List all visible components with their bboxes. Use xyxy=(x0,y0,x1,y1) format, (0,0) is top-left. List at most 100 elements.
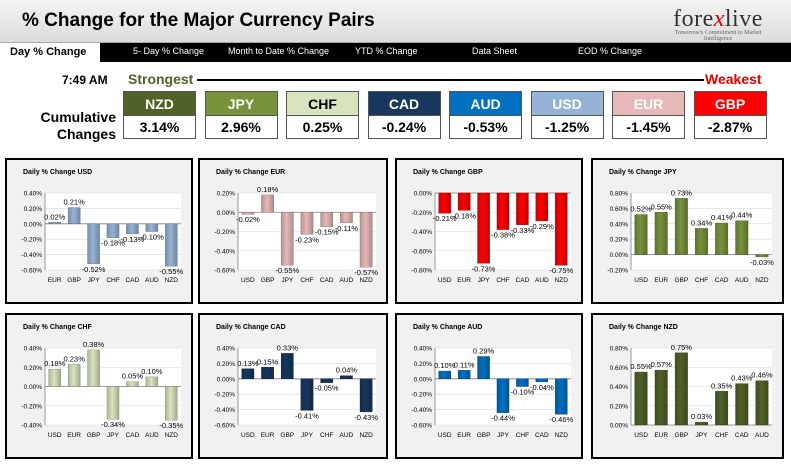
bar xyxy=(496,378,510,413)
tab-month-to-date-change[interactable]: Month to Date % Change xyxy=(228,46,330,56)
data-label: -0.55% xyxy=(159,267,183,276)
x-tick-label: GBP xyxy=(280,432,294,439)
data-label: 0.57% xyxy=(651,360,673,369)
y-tick-label: -0.60% xyxy=(411,423,432,430)
x-tick-label: JPY xyxy=(478,277,491,284)
bar xyxy=(340,375,353,380)
currency-box-eur: EUR -1.45% xyxy=(612,91,685,139)
bar xyxy=(555,378,568,415)
x-tick-label: GBP xyxy=(261,277,275,284)
y-tick-label: 0.40% xyxy=(217,346,236,353)
data-label: -0.05% xyxy=(315,384,339,393)
tab-ytd-change[interactable]: YTD % Change xyxy=(355,46,418,56)
data-label: -0.18% xyxy=(101,239,125,248)
bar xyxy=(165,223,178,267)
data-label: -0.46% xyxy=(549,415,573,424)
tab-day-change[interactable]: Day % Change xyxy=(0,43,100,62)
bar xyxy=(535,378,549,383)
x-tick-label: CAD xyxy=(535,432,549,439)
data-label: 0.35% xyxy=(711,381,733,390)
bar xyxy=(145,223,159,232)
cumulative-label-line2: Changes xyxy=(56,126,116,142)
x-tick-label: GBP xyxy=(477,432,491,439)
weakest-label: Weakest xyxy=(705,71,762,87)
x-tick-label: NZD xyxy=(555,277,569,284)
chart-panel-eur: Daily % Change EUR 0.20% 0.00% -0.20% -0.40%… xyxy=(198,158,388,304)
y-tick-label: -0.60% xyxy=(21,268,42,275)
y-tick-label: -0.20% xyxy=(21,237,42,244)
title-bar: % Change for the Major Currency Pairs fo… xyxy=(0,0,791,43)
data-label: -0.43% xyxy=(354,413,378,422)
bar xyxy=(457,370,471,380)
y-tick-label: -0.20% xyxy=(214,392,235,399)
currency-code: CHF xyxy=(286,91,359,116)
chart-panel-chf: Daily % Change CHF 0.40% 0.20% 0.00% -0.20% -… xyxy=(5,313,193,459)
y-tick-label: 0.00% xyxy=(610,252,629,259)
data-label: -0.23% xyxy=(295,235,319,244)
chart-title: Daily % Change GBP xyxy=(413,169,483,176)
x-tick-label: AUD xyxy=(735,277,749,284)
data-label: -0.21% xyxy=(433,214,457,223)
tab-5-day-change[interactable]: 5- Day % Change xyxy=(133,46,205,56)
y-tick-label: -0.20% xyxy=(411,392,432,399)
y-tick-label: -0.20% xyxy=(21,403,42,410)
x-tick-label: AUD xyxy=(755,432,769,439)
x-tick-label: CHF xyxy=(496,277,509,284)
x-tick-label: GBP xyxy=(674,277,688,284)
chart-eur: 0.20% 0.00% -0.20% -0.40% -0.60% -0.02% USD 0.1… xyxy=(214,185,378,284)
bar xyxy=(300,378,314,411)
tab-eod-change[interactable]: EOD % Change xyxy=(578,46,643,56)
chart-title: Daily % Change CHF xyxy=(23,324,92,331)
data-label: -0.10% xyxy=(140,233,164,242)
bar xyxy=(106,386,120,420)
currency-cumulative-value: -1.45% xyxy=(612,116,685,139)
y-tick-label: -0.60% xyxy=(214,268,235,275)
data-label: -0.38% xyxy=(491,231,515,240)
data-label: 0.10% xyxy=(141,367,163,376)
y-tick-label: -0.20% xyxy=(411,210,432,217)
tab-data-sheet[interactable]: Data Sheet xyxy=(472,46,518,56)
data-label: -0.11% xyxy=(335,224,359,233)
y-tick-label: -0.60% xyxy=(411,248,432,255)
bar xyxy=(280,212,294,266)
chart-jpy: 0.80% 0.60% 0.40% 0.20% 0.00% -0.20% 0.52% USD 0… xyxy=(607,188,774,284)
forexlive-logo[interactable]: forexlive Tomorrow's Commitment to Marke… xyxy=(663,6,773,42)
bar xyxy=(359,378,373,413)
y-tick-label: 0.00% xyxy=(217,376,236,383)
currency-code: EUR xyxy=(612,91,685,116)
bar xyxy=(634,371,648,426)
y-tick-label: -0.60% xyxy=(214,423,235,430)
data-label: 0.23% xyxy=(64,354,86,363)
bar xyxy=(715,391,729,426)
chart-panel-usd: Daily % Change USD 0.40% 0.20% 0.00% -0.20% -… xyxy=(5,158,193,304)
currency-code: GBP xyxy=(693,91,767,116)
bar xyxy=(87,223,100,265)
currency-cumulative-value: -0.24% xyxy=(367,116,441,139)
data-label: 0.04% xyxy=(336,366,358,375)
x-tick-label: EUR xyxy=(261,432,275,439)
x-tick-label: JPY xyxy=(301,432,314,439)
chart-aud: 0.40% 0.20% 0.00% -0.20% -0.40% -0.60% 0.10% US… xyxy=(411,346,573,440)
x-tick-label: CHF xyxy=(106,277,119,284)
x-tick-label: USD xyxy=(634,277,648,284)
currency-code: JPY xyxy=(204,91,278,116)
x-tick-label: GBP xyxy=(67,277,81,284)
chart-panel-aud: Daily % Change AUD 0.40% 0.20% 0.00% -0.20% -… xyxy=(395,313,583,459)
bar xyxy=(126,381,139,387)
bar xyxy=(320,378,334,383)
data-label: 0.38% xyxy=(83,340,105,349)
currency-cumulative-value: -2.87% xyxy=(693,116,767,139)
x-tick-label: CAD xyxy=(715,277,729,284)
y-tick-label: 0.20% xyxy=(217,191,236,198)
x-tick-label: JPY xyxy=(88,277,101,284)
x-tick-label: CHF xyxy=(715,432,728,439)
y-tick-label: -0.40% xyxy=(214,248,235,255)
data-label: 0.43% xyxy=(731,374,753,383)
x-tick-label: CAD xyxy=(126,277,140,284)
y-tick-label: -0.40% xyxy=(411,407,432,414)
currency-box-aud: AUD -0.53% xyxy=(449,91,522,139)
x-tick-label: CHF xyxy=(695,277,708,284)
y-tick-label: 0.00% xyxy=(24,221,43,228)
bar xyxy=(359,212,373,268)
x-tick-label: EUR xyxy=(48,277,62,284)
